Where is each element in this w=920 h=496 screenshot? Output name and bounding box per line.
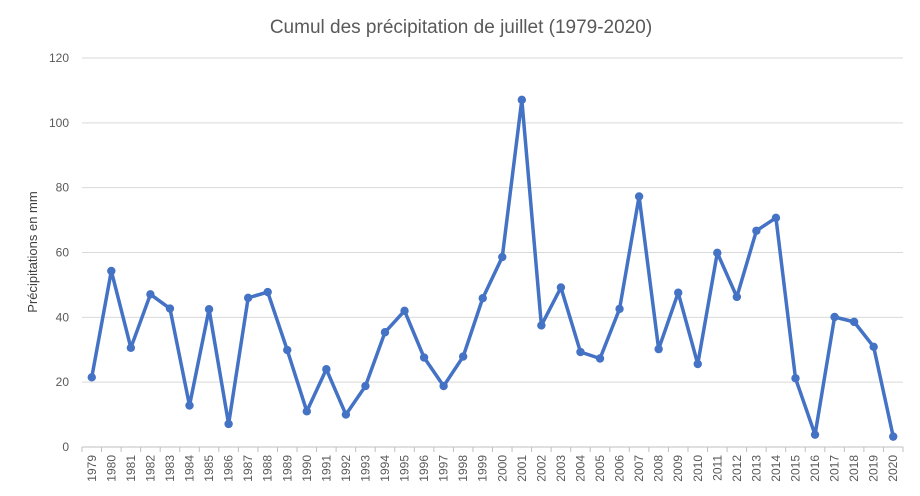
data-point [576, 347, 585, 357]
data-point [556, 283, 566, 292]
data-point [302, 407, 311, 416]
y-tick-label: 40 [56, 310, 70, 324]
x-tick-label: 1987 [241, 455, 255, 482]
data-point [771, 213, 781, 223]
data-point [419, 353, 429, 362]
x-tick-label: 2018 [847, 455, 861, 482]
data-point [693, 359, 702, 369]
data-point [810, 430, 820, 439]
x-tick-label: 1997 [437, 455, 451, 482]
chart-title: Cumul des précipitation de juillet (1979… [270, 17, 652, 38]
data-point [361, 381, 370, 391]
data-point [713, 248, 722, 258]
x-tick-label: 2001 [515, 455, 529, 482]
x-tick-label: 2016 [808, 455, 822, 482]
x-tick-label: 2007 [632, 455, 646, 482]
data-point [634, 192, 644, 201]
x-tick-label: 1995 [398, 455, 412, 482]
x-tick-label: 2020 [886, 455, 900, 482]
x-tick-label: 2014 [769, 455, 783, 482]
x-tick-label: 1991 [319, 455, 333, 482]
x-tick-label: 2017 [828, 455, 842, 482]
y-axis-label: Précipitations en mm [25, 191, 40, 312]
data-point [146, 290, 155, 299]
data-point [263, 287, 272, 297]
x-tick-label: 1996 [417, 455, 431, 482]
data-point [224, 419, 233, 429]
x-tick-label: 2004 [573, 455, 587, 482]
x-tick-label: 2015 [788, 455, 802, 482]
data-point [615, 304, 624, 314]
x-tick-label: 2002 [534, 455, 548, 482]
x-tick-label: 1983 [163, 455, 177, 482]
data-point [439, 381, 448, 391]
x-tick-label: 1980 [104, 455, 118, 482]
data-point [537, 321, 546, 330]
data-point [204, 305, 214, 314]
data-point [185, 401, 194, 410]
y-tick-label: 100 [49, 116, 69, 130]
data-point [830, 312, 839, 322]
x-tick-label: 2013 [749, 455, 763, 482]
data-point [654, 344, 663, 354]
x-tick-label: 1981 [124, 455, 138, 482]
data-point [869, 342, 878, 352]
data-point [341, 410, 351, 419]
data-point [674, 288, 683, 297]
data-point [498, 252, 507, 262]
y-tick-label: 0 [62, 440, 69, 454]
y-tick-label: 80 [56, 181, 70, 195]
x-tick-label: 1985 [202, 455, 216, 482]
data-point [400, 306, 409, 316]
data-point [126, 343, 136, 353]
y-tick-label: 60 [56, 246, 70, 260]
x-tick-label: 1986 [222, 455, 236, 482]
data-point [478, 294, 487, 303]
data-point [517, 95, 527, 105]
data-point [243, 293, 253, 303]
x-tick-label: 1994 [378, 455, 392, 482]
data-point [87, 373, 96, 382]
data-point [107, 266, 116, 276]
x-tick-label: 1988 [261, 455, 275, 482]
x-tick-label: 2019 [867, 455, 881, 482]
gridlines [82, 57, 903, 448]
x-tick-label: 2008 [652, 455, 666, 482]
x-tick-label: 2012 [730, 455, 744, 482]
data-point [595, 354, 605, 363]
x-tick-label: 2011 [710, 455, 724, 481]
data-point [322, 365, 331, 374]
x-axis-ticks: 1979 1980 1981 1982 1983 1984 1985 1986 1987 1988… [81, 447, 904, 482]
data-point [849, 317, 859, 327]
y-tick-label: 120 [49, 51, 69, 65]
data-point [380, 328, 390, 337]
data-point [283, 345, 292, 355]
x-tick-label: 1979 [85, 455, 99, 482]
series-layer [87, 95, 898, 441]
data-point [732, 292, 742, 302]
x-tick-label: 1984 [183, 455, 197, 482]
x-tick-label: 1982 [143, 455, 157, 482]
y-tick-label: 20 [56, 375, 70, 389]
x-tick-label: 1992 [339, 455, 353, 482]
x-tick-label: 1989 [280, 455, 294, 482]
x-tick-label: 2003 [554, 455, 568, 482]
x-tick-label: 1990 [300, 455, 314, 482]
x-tick-label: 2006 [613, 455, 627, 482]
data-point [165, 304, 175, 313]
x-tick-label: 2009 [671, 455, 685, 482]
data-point [889, 432, 898, 441]
x-tick-label: 1993 [358, 455, 372, 482]
x-tick-label: 2010 [691, 455, 705, 482]
x-tick-label: 2005 [593, 455, 607, 482]
x-tick-label: 1999 [476, 455, 490, 482]
data-point [458, 352, 468, 361]
data-point [752, 226, 761, 235]
y-axis-ticks: 0 20 40 60 80 100 120 [49, 51, 69, 454]
x-tick-label: 2000 [495, 455, 509, 482]
x-tick-label: 1998 [456, 455, 470, 482]
data-point [791, 374, 800, 383]
